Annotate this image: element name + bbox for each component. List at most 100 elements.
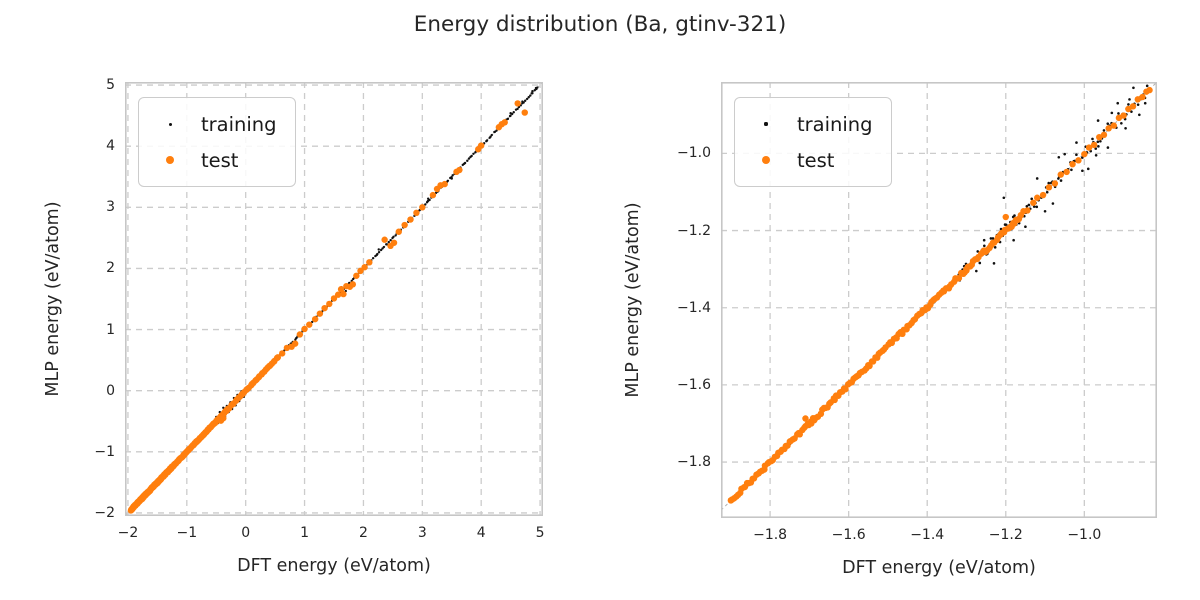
data-point-training bbox=[1070, 168, 1073, 172]
data-point-training bbox=[490, 133, 493, 137]
y-tick-label: 1 bbox=[106, 321, 115, 338]
data-point-training bbox=[525, 97, 529, 101]
x-tick-label: −1 bbox=[176, 525, 198, 541]
data-point-training bbox=[1143, 101, 1147, 105]
data-point-test bbox=[220, 414, 227, 422]
x-tick-label: 0 bbox=[241, 525, 251, 541]
y-tick-label: 5 bbox=[106, 77, 115, 94]
data-point-training bbox=[1081, 169, 1084, 173]
data-point-training bbox=[1035, 177, 1039, 180]
data-point-training bbox=[1004, 223, 1008, 227]
figure-title: Energy distribution (Ba, gtinv-321) bbox=[413, 12, 787, 37]
data-point-test bbox=[456, 166, 463, 174]
data-point-test bbox=[501, 119, 508, 126]
data-point-test bbox=[808, 420, 815, 427]
series-test bbox=[127, 100, 528, 514]
data-point-training bbox=[1117, 112, 1120, 115]
data-point-training bbox=[1116, 101, 1120, 105]
data-point-training bbox=[1102, 129, 1106, 132]
data-point-training bbox=[1097, 145, 1100, 148]
x-tick-label: −2 bbox=[117, 525, 139, 541]
x-axis-label: DFT energy (eV/atom) bbox=[237, 556, 431, 576]
data-point-test bbox=[401, 221, 408, 229]
data-point-training bbox=[1138, 113, 1141, 117]
data-point-test bbox=[278, 350, 286, 357]
data-point-test bbox=[330, 295, 338, 302]
y-tick-label: −1.0 bbox=[677, 145, 711, 162]
data-point-training bbox=[1002, 196, 1006, 200]
y-axis-label: MLP energy (eV/atom) bbox=[623, 202, 643, 398]
data-point-training bbox=[509, 114, 512, 117]
data-point-test bbox=[1057, 171, 1064, 178]
data-point-training bbox=[1091, 137, 1094, 141]
data-point-test bbox=[1014, 216, 1021, 223]
y-tick-label: 3 bbox=[106, 199, 115, 216]
data-point-training bbox=[1075, 153, 1078, 157]
data-point-training bbox=[467, 157, 471, 160]
data-point-training bbox=[1110, 111, 1114, 115]
data-point-test bbox=[429, 191, 437, 199]
data-point-training bbox=[531, 89, 534, 93]
data-point-training bbox=[377, 248, 380, 251]
series-test bbox=[727, 86, 1153, 504]
data-point-test bbox=[1100, 131, 1108, 139]
data-point-training bbox=[1043, 209, 1047, 213]
data-point-training bbox=[466, 159, 469, 162]
data-point-training bbox=[485, 139, 489, 142]
y-tick-label: −1.4 bbox=[677, 299, 711, 316]
x-tick-label: −1.8 bbox=[753, 527, 788, 543]
y-tick-label: −1.6 bbox=[677, 376, 711, 393]
legend-marker-training bbox=[764, 122, 768, 126]
data-point-test bbox=[1110, 122, 1117, 129]
data-point-training bbox=[1035, 205, 1039, 209]
data-point-training bbox=[524, 99, 527, 102]
data-point-test bbox=[349, 281, 357, 288]
data-point-test bbox=[395, 228, 402, 235]
data-point-test bbox=[301, 325, 308, 333]
data-point-test bbox=[337, 286, 345, 293]
data-point-training bbox=[470, 154, 473, 158]
legend-label: training bbox=[201, 112, 277, 136]
data-point-test bbox=[306, 321, 313, 328]
data-point-test bbox=[955, 274, 963, 282]
data-point-test bbox=[291, 340, 299, 347]
data-point-training bbox=[376, 252, 379, 256]
data-point-training bbox=[983, 244, 986, 248]
data-point-training bbox=[1027, 203, 1031, 207]
subplot-overview: DFT energy (eV/atom) MLP energy (eV/atom… bbox=[43, 77, 545, 576]
data-point-test bbox=[390, 239, 398, 246]
x-tick-label: 5 bbox=[535, 525, 545, 541]
data-point-training bbox=[1051, 202, 1055, 205]
data-point-training bbox=[531, 92, 534, 95]
data-point-training bbox=[1075, 141, 1078, 144]
legend-row: training bbox=[735, 106, 873, 142]
data-point-training bbox=[1120, 121, 1123, 125]
data-point-test bbox=[381, 236, 388, 243]
data-point-test bbox=[514, 100, 521, 107]
x-tick-label: 3 bbox=[417, 525, 427, 541]
data-point-training bbox=[1045, 190, 1049, 194]
x-tick-label: −1.6 bbox=[831, 527, 866, 543]
data-point-test bbox=[326, 300, 333, 308]
data-point-test bbox=[521, 109, 528, 116]
data-point-training bbox=[1094, 154, 1098, 157]
data-point-test bbox=[353, 272, 360, 279]
data-point-training bbox=[1106, 122, 1110, 125]
x-tick-label: −1.2 bbox=[988, 527, 1023, 543]
data-point-training bbox=[1128, 98, 1131, 101]
data-point-training bbox=[1013, 214, 1016, 217]
data-point-training bbox=[379, 248, 383, 252]
legend-marker-training bbox=[168, 122, 172, 126]
data-point-test bbox=[366, 259, 373, 266]
data-point-test bbox=[842, 386, 849, 393]
data-point-test bbox=[407, 216, 414, 223]
data-point-training bbox=[1030, 197, 1034, 201]
data-point-test bbox=[1129, 103, 1137, 110]
data-point-test bbox=[311, 315, 319, 323]
legend-row: test bbox=[735, 142, 873, 178]
data-point-training bbox=[371, 256, 375, 260]
data-point-training bbox=[450, 177, 453, 180]
legend-handle bbox=[139, 156, 201, 164]
data-point-test bbox=[1146, 86, 1153, 94]
